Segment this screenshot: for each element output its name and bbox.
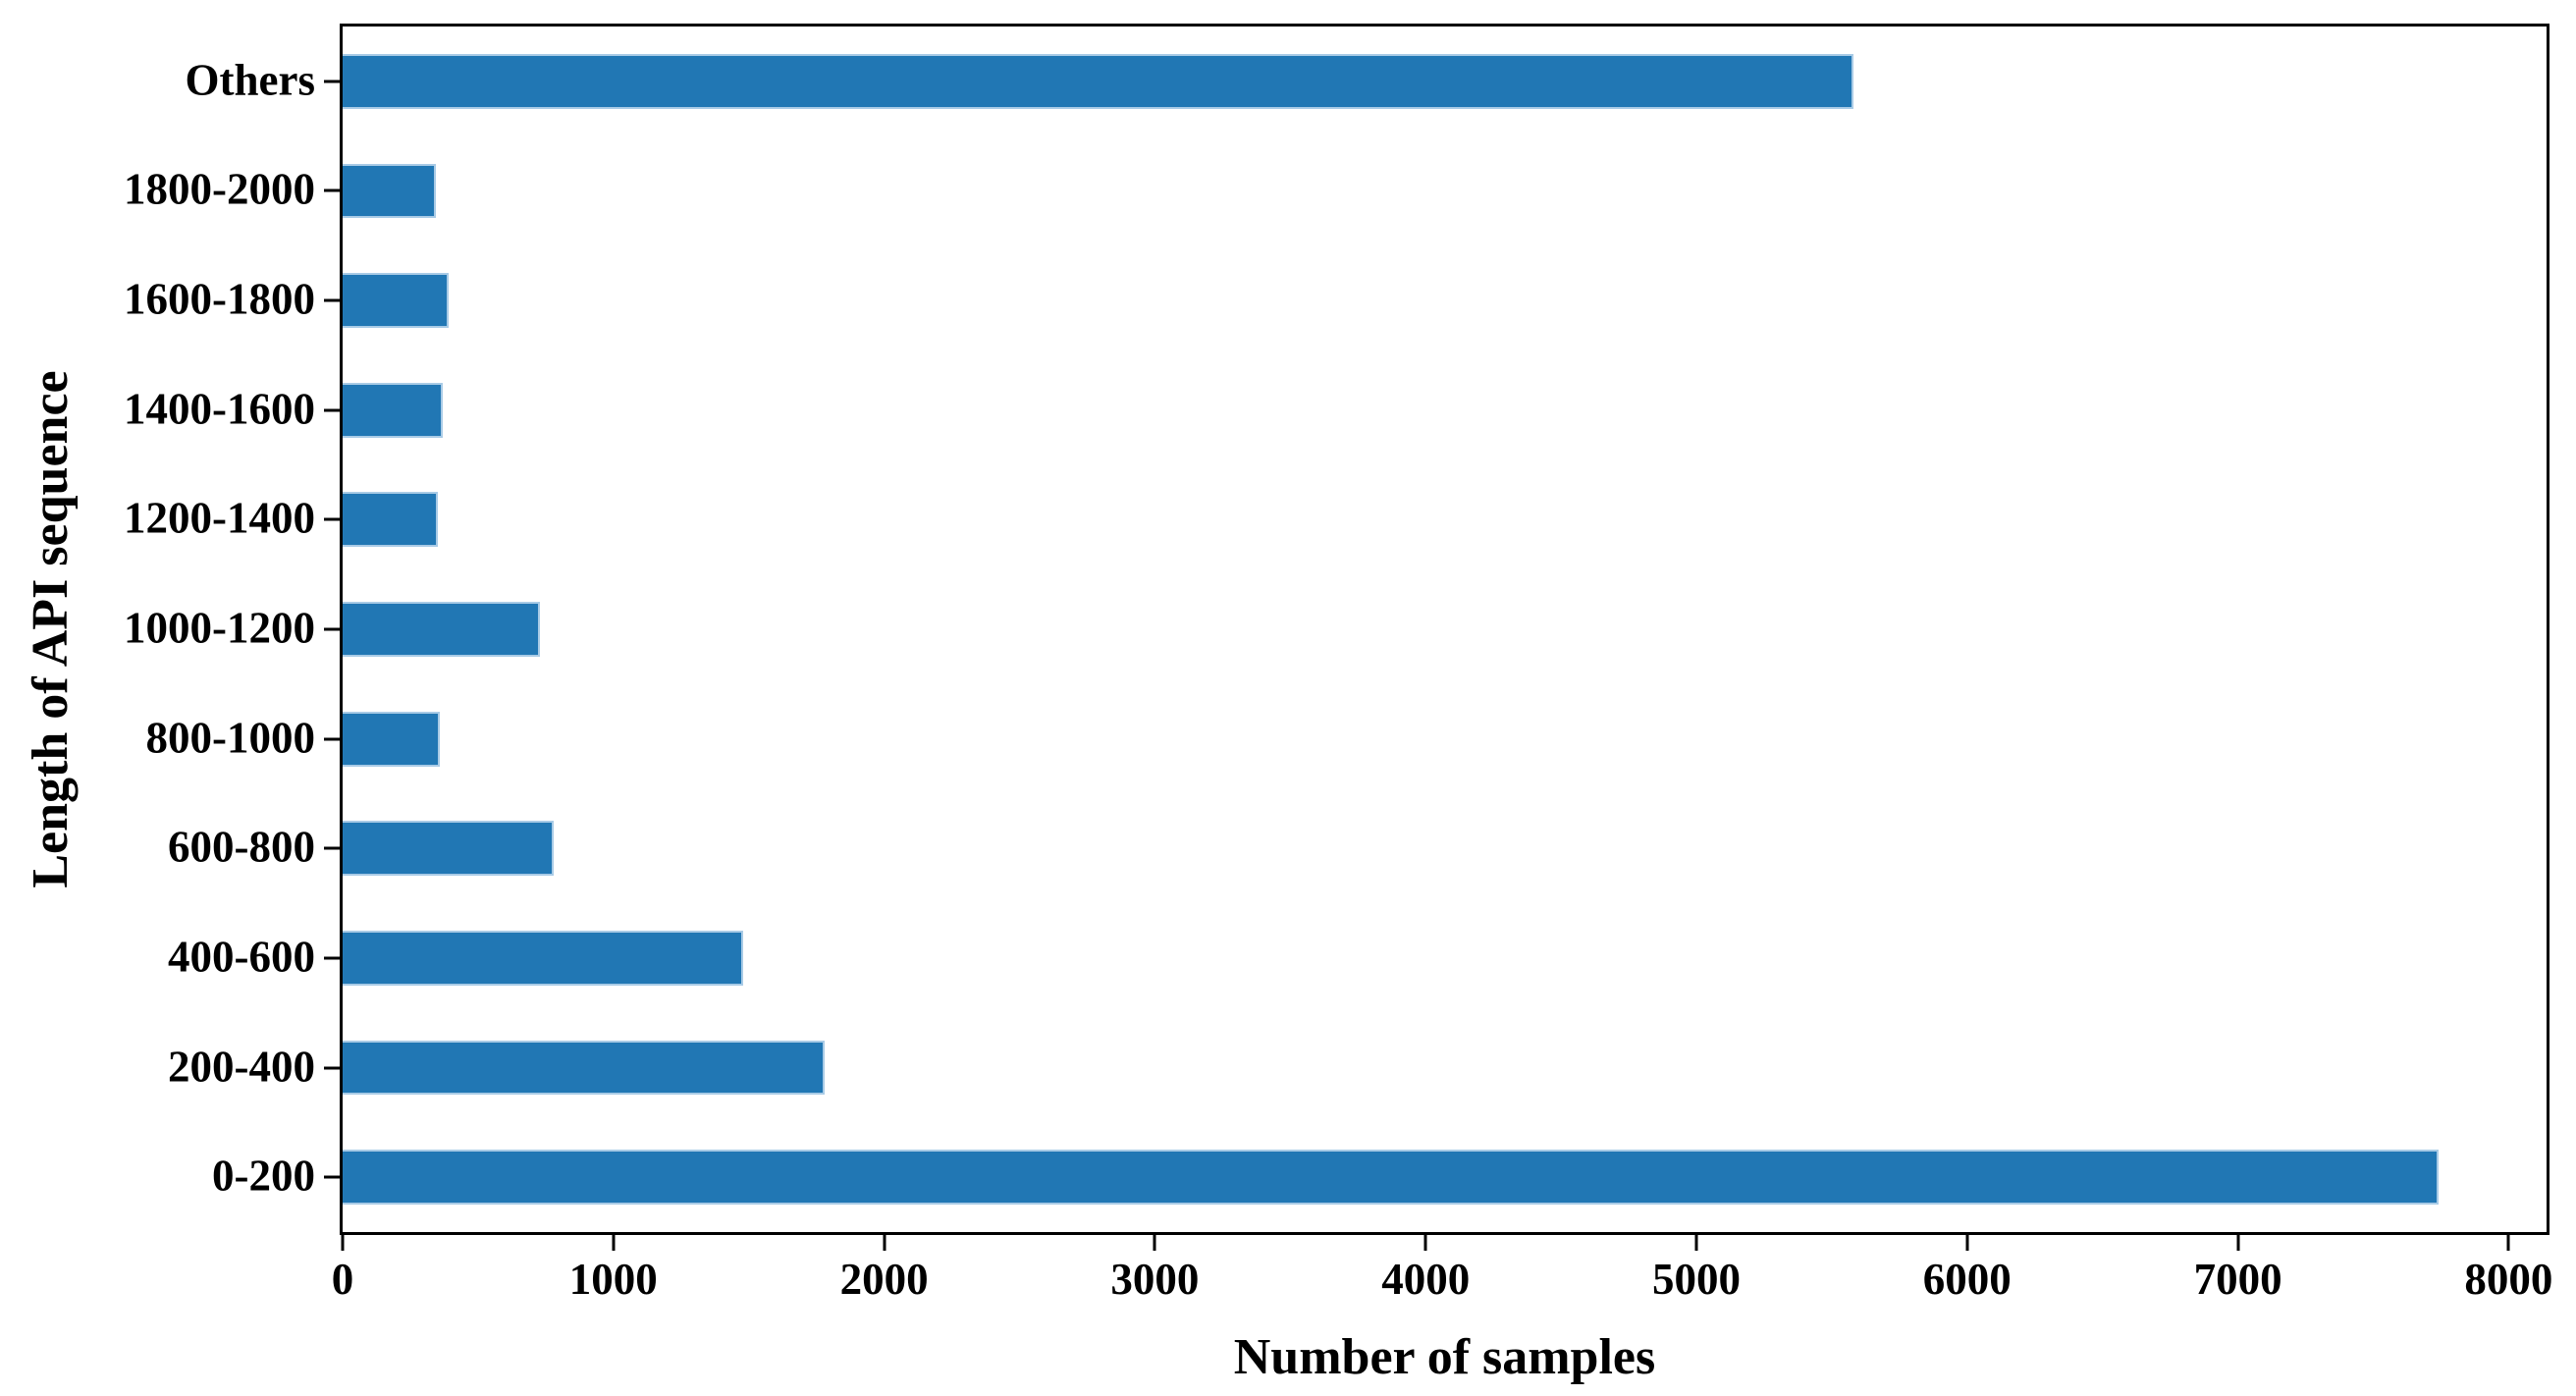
x-tick-label: 5000: [1651, 1255, 1741, 1304]
x-tick-label: 0: [331, 1255, 354, 1304]
y-tick-label: 1000-1200: [124, 603, 315, 653]
y-tick-label: 800-1000: [145, 713, 316, 763]
y-tick-mark: [324, 188, 340, 192]
bars-container: Others 1800-2000 1600-1800 1400-1600 1200-14…: [124, 27, 2547, 1232]
bar: [343, 1150, 2439, 1206]
bar: [343, 821, 555, 877]
y-tick-mark: [324, 627, 340, 631]
y-tick-label: 1600-1800: [124, 274, 315, 324]
bar: [343, 492, 438, 548]
y-tick-mark: [324, 80, 340, 83]
bar-row: 1600-1800: [124, 245, 2547, 355]
plot-area: Others 1800-2000 1600-1800 1400-1600 1200-14…: [124, 24, 2552, 1383]
bar: [343, 931, 744, 986]
x-tick-mark: [341, 1235, 345, 1251]
x-tick-mark: [1153, 1235, 1156, 1251]
y-tick-mark: [324, 1175, 340, 1179]
bar: [343, 273, 449, 328]
y-tick-label: 1400-1600: [124, 384, 315, 434]
x-axis-label: Number of samples: [1233, 1329, 1656, 1385]
bar-row: 400-600: [168, 903, 2547, 1013]
x-tick-mark: [1423, 1235, 1427, 1251]
y-tick-mark: [324, 846, 340, 850]
y-tick-label: Others: [185, 55, 315, 105]
y-tick-label: 1200-1400: [124, 493, 315, 543]
x-tick-mark: [883, 1235, 886, 1251]
x-tick-mark: [2506, 1235, 2510, 1251]
bar-row: 600-800: [168, 793, 2547, 903]
y-tick-mark: [324, 298, 340, 302]
bar-row: 1000-1200: [124, 574, 2547, 684]
x-tick-mark: [2236, 1235, 2240, 1251]
bar-row: 1800-2000: [124, 136, 2547, 246]
y-tick-mark: [324, 517, 340, 521]
bar: [343, 53, 1853, 109]
y-axis-label: Length of API sequence: [23, 370, 79, 888]
x-tick-label: 7000: [2193, 1255, 2282, 1304]
bar-row: 1400-1600: [124, 355, 2547, 465]
bar-row: Others: [186, 27, 2547, 136]
bar: [343, 163, 437, 219]
bar-row: 0-200: [212, 1122, 2547, 1232]
bar: [343, 382, 444, 438]
y-tick-label: 1800-2000: [124, 165, 315, 215]
bar-row: 800-1000: [146, 684, 2547, 794]
x-tick-mark: [1965, 1235, 1969, 1251]
x-tick-label: 8000: [2464, 1255, 2553, 1304]
x-tick-mark: [612, 1235, 616, 1251]
y-tick-mark: [324, 408, 340, 412]
bar: [343, 711, 441, 767]
bar-row: 1200-1400: [124, 465, 2547, 575]
y-tick-label: 400-600: [168, 932, 315, 982]
bar: [343, 602, 541, 657]
x-tick-label: 3000: [1110, 1255, 1200, 1304]
y-tick-mark: [324, 956, 340, 960]
x-tick-label: 2000: [839, 1255, 929, 1304]
y-tick-label: 600-800: [168, 822, 315, 872]
x-tick-label: 4000: [1381, 1255, 1471, 1304]
y-tick-mark: [324, 1066, 340, 1070]
bar: [343, 1040, 825, 1096]
x-tick-label: 6000: [1922, 1255, 2012, 1304]
bar-row: 200-400: [168, 1013, 2547, 1123]
x-tick-mark: [1694, 1235, 1698, 1251]
y-tick-mark: [324, 737, 340, 741]
x-tick-label: 1000: [568, 1255, 658, 1304]
y-tick-label: 0-200: [212, 1151, 315, 1201]
y-tick-label: 200-400: [168, 1042, 315, 1092]
